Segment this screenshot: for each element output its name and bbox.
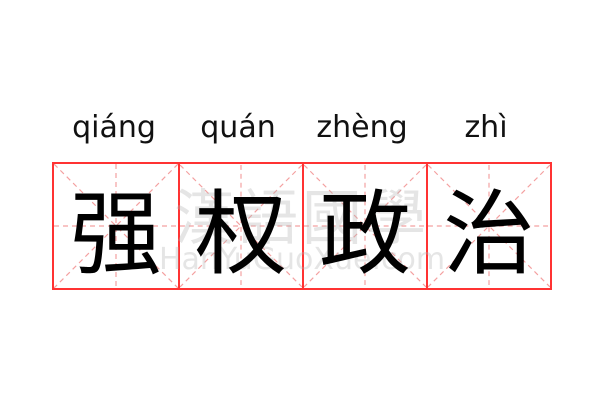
pinyin-4: zhì bbox=[464, 110, 508, 145]
character-cell: 治 bbox=[426, 164, 550, 288]
pinyin-row: qiáng quán zhèng zhì bbox=[52, 108, 552, 148]
guide-lines bbox=[54, 164, 178, 288]
character-cell: 权 bbox=[178, 164, 302, 288]
guide-lines bbox=[180, 164, 302, 288]
pinyin-3: zhèng bbox=[316, 110, 408, 145]
character-1: 强 bbox=[69, 180, 162, 288]
character-3: 政 bbox=[318, 180, 411, 288]
character-grid: 强 权 政 治 bbox=[52, 162, 552, 290]
pinyin-2: quán bbox=[200, 110, 276, 145]
guide-lines bbox=[304, 164, 426, 288]
guide-lines bbox=[428, 164, 550, 288]
character-cell: 强 bbox=[54, 164, 178, 288]
character-2: 权 bbox=[194, 180, 287, 288]
pinyin-1: qiáng bbox=[72, 110, 156, 145]
character-4: 治 bbox=[442, 180, 535, 288]
character-cell: 政 bbox=[302, 164, 426, 288]
